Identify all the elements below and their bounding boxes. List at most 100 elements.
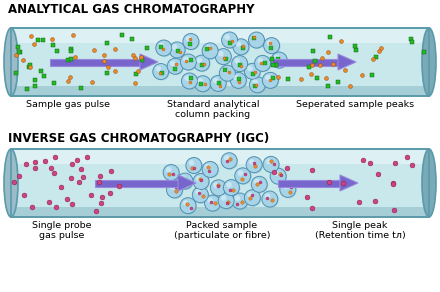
Text: Single peak
(Retention time tᴫ): Single peak (Retention time tᴫ) [315, 221, 405, 240]
Circle shape [207, 197, 213, 203]
Circle shape [205, 196, 222, 212]
Circle shape [231, 73, 247, 89]
Circle shape [264, 194, 270, 199]
Circle shape [183, 56, 189, 62]
Circle shape [194, 175, 210, 190]
Circle shape [210, 180, 227, 196]
Circle shape [224, 180, 240, 197]
FancyBboxPatch shape [11, 28, 429, 96]
Circle shape [181, 199, 197, 215]
Circle shape [196, 176, 202, 182]
Circle shape [252, 79, 258, 85]
Circle shape [247, 158, 263, 174]
Polygon shape [140, 54, 158, 70]
FancyBboxPatch shape [11, 207, 429, 217]
Circle shape [166, 167, 172, 173]
Circle shape [203, 44, 219, 60]
Ellipse shape [4, 28, 18, 96]
Circle shape [156, 40, 172, 56]
Circle shape [233, 75, 239, 80]
Circle shape [280, 181, 296, 197]
Circle shape [156, 66, 161, 72]
Circle shape [282, 184, 288, 189]
Circle shape [264, 73, 279, 89]
Circle shape [167, 58, 183, 74]
Circle shape [236, 169, 252, 185]
Ellipse shape [422, 28, 436, 96]
Circle shape [169, 42, 185, 58]
Circle shape [186, 36, 191, 41]
Circle shape [222, 154, 238, 170]
Circle shape [219, 194, 235, 210]
FancyBboxPatch shape [11, 149, 429, 164]
Polygon shape [278, 180, 340, 187]
Circle shape [222, 67, 227, 73]
Circle shape [205, 45, 210, 51]
Text: INVERSE GAS CHROMATOGRAPHY (IGC): INVERSE GAS CHROMATOGRAPHY (IGC) [8, 132, 269, 145]
Circle shape [264, 38, 279, 54]
Circle shape [233, 194, 249, 210]
Circle shape [281, 182, 297, 198]
Circle shape [168, 59, 184, 75]
Circle shape [193, 188, 209, 204]
Polygon shape [272, 58, 338, 65]
Circle shape [198, 78, 203, 84]
Circle shape [247, 66, 253, 71]
Circle shape [224, 34, 230, 40]
Circle shape [271, 52, 287, 68]
Circle shape [180, 175, 185, 181]
Circle shape [249, 32, 264, 48]
Circle shape [251, 34, 257, 40]
Circle shape [232, 193, 248, 209]
Text: Packed sample
(particulate or fibre): Packed sample (particulate or fibre) [174, 221, 270, 240]
Circle shape [154, 65, 170, 81]
Circle shape [213, 78, 219, 84]
Circle shape [266, 40, 272, 46]
Circle shape [197, 58, 202, 63]
Circle shape [180, 198, 196, 214]
Polygon shape [178, 175, 196, 191]
Circle shape [177, 173, 193, 189]
Circle shape [255, 55, 271, 71]
Circle shape [218, 51, 224, 57]
Circle shape [158, 42, 164, 48]
Circle shape [224, 155, 230, 161]
Circle shape [262, 191, 278, 207]
Circle shape [249, 77, 265, 93]
Circle shape [226, 182, 232, 187]
Circle shape [246, 64, 261, 80]
Circle shape [187, 159, 203, 175]
Circle shape [235, 168, 251, 184]
Polygon shape [95, 180, 178, 187]
Circle shape [218, 193, 234, 209]
Circle shape [254, 179, 260, 184]
Circle shape [205, 195, 220, 211]
Circle shape [192, 187, 208, 203]
Circle shape [271, 169, 287, 185]
Circle shape [210, 75, 226, 91]
Circle shape [202, 43, 218, 59]
Circle shape [181, 55, 198, 71]
Circle shape [178, 174, 194, 190]
Circle shape [153, 64, 169, 79]
Circle shape [193, 173, 209, 190]
Circle shape [211, 77, 227, 92]
Circle shape [195, 76, 211, 92]
Circle shape [247, 192, 253, 198]
Circle shape [196, 77, 212, 93]
Circle shape [215, 48, 231, 65]
Circle shape [233, 57, 249, 73]
Circle shape [170, 61, 176, 66]
Circle shape [195, 189, 201, 195]
Circle shape [265, 75, 271, 80]
Circle shape [249, 33, 265, 49]
Circle shape [194, 55, 210, 71]
Circle shape [236, 41, 242, 47]
Circle shape [233, 39, 249, 55]
Circle shape [231, 72, 246, 88]
Circle shape [246, 157, 262, 173]
Circle shape [194, 56, 211, 72]
FancyBboxPatch shape [11, 86, 429, 96]
Circle shape [244, 63, 260, 79]
FancyBboxPatch shape [11, 149, 429, 217]
